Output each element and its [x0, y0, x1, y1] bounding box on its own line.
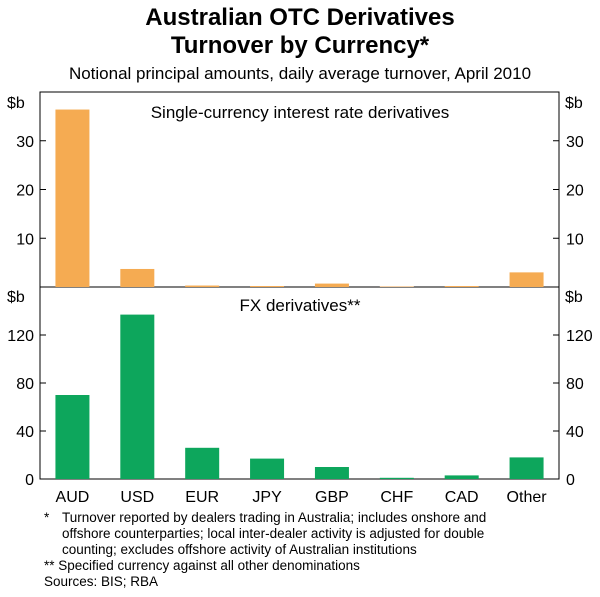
bottom-left-tick-label: 80 — [16, 376, 34, 393]
top-bar-cad — [444, 286, 479, 287]
bottom-right-tick-label: 120 — [566, 328, 593, 345]
category-label-gbp: GBP — [315, 489, 349, 506]
top-panel-title: Single-currency interest rate derivative… — [151, 103, 450, 122]
bottom-left-unit-label: $b — [7, 289, 25, 306]
footnotes: * Turnover reported by dealers trading i… — [44, 510, 564, 590]
chart-title-line2: Turnover by Currency* — [170, 32, 430, 59]
plot-frame — [39, 91, 560, 480]
top-left-tick-label: 20 — [16, 183, 34, 200]
bottom-bar-eur — [185, 447, 220, 479]
top-left-tick-label: 30 — [16, 134, 34, 151]
category-label-other: Other — [507, 489, 548, 506]
category-label-chf: CHF — [380, 489, 413, 506]
bottom-panel-bars — [55, 314, 544, 479]
top-panel-bars — [55, 109, 544, 287]
top-bar-other — [509, 272, 544, 287]
bottom-panel-title: FX derivatives** — [240, 296, 361, 315]
bottom-bar-jpy — [250, 458, 285, 479]
footnote-star-line1: Turnover reported by dealers trading in … — [62, 510, 487, 525]
chart-subtitle: Notional principal amounts, daily averag… — [68, 64, 532, 83]
top-bar-jpy — [250, 286, 285, 287]
top-bar-aud — [55, 109, 90, 287]
category-label-usd: USD — [120, 489, 154, 506]
bottom-bar-other — [509, 457, 544, 479]
footnote-star-mark: * — [44, 510, 50, 525]
category-label-aud: AUD — [56, 489, 90, 506]
footnote-star-line2: offshore counterparties; local inter-dea… — [62, 526, 485, 541]
bottom-right-tick-label: 0 — [566, 472, 575, 489]
top-right-tick-label: 10 — [566, 231, 584, 248]
top-right-tick-label: 20 — [566, 183, 584, 200]
bottom-right-tick-label: 80 — [566, 376, 584, 393]
bottom-right-tick-label: 40 — [566, 424, 584, 441]
bottom-left-tick-label: 40 — [16, 424, 34, 441]
footnote-star: * Turnover reported by dealers trading i… — [44, 510, 564, 526]
category-label-jpy: JPY — [252, 489, 282, 506]
top-right-tick-label: 30 — [566, 134, 584, 151]
footnote-double-star: ** Specified currency against all other … — [44, 558, 360, 573]
category-label-eur: EUR — [185, 489, 219, 506]
top-left-tick-label: 10 — [16, 231, 34, 248]
axis-labels: 10 10 20 20 30 30 0 0 40 40 80 80 120 120 AUD USD EUR JPY… — [7, 134, 593, 506]
top-bar-gbp — [314, 283, 349, 287]
top-bar-usd — [120, 268, 155, 287]
top-bar-eur — [185, 285, 220, 287]
footnote-star-line3: counting; excludes offshore activity of … — [62, 542, 417, 557]
top-left-unit-label: $b — [7, 95, 25, 112]
bottom-left-tick-label: 120 — [7, 328, 34, 345]
bottom-bar-cad — [444, 475, 479, 479]
bottom-bar-usd — [120, 314, 155, 479]
category-label-cad: CAD — [445, 489, 479, 506]
chart-title-line1: Australian OTC Derivatives — [145, 4, 455, 31]
sources: Sources: BIS; RBA — [44, 574, 159, 589]
bottom-left-tick-label: 0 — [25, 472, 34, 489]
bottom-right-unit-label: $b — [565, 289, 583, 306]
bottom-bar-chf — [379, 477, 414, 479]
bottom-bar-gbp — [314, 467, 349, 479]
top-right-unit-label: $b — [565, 95, 583, 112]
bottom-bar-aud — [55, 395, 90, 479]
